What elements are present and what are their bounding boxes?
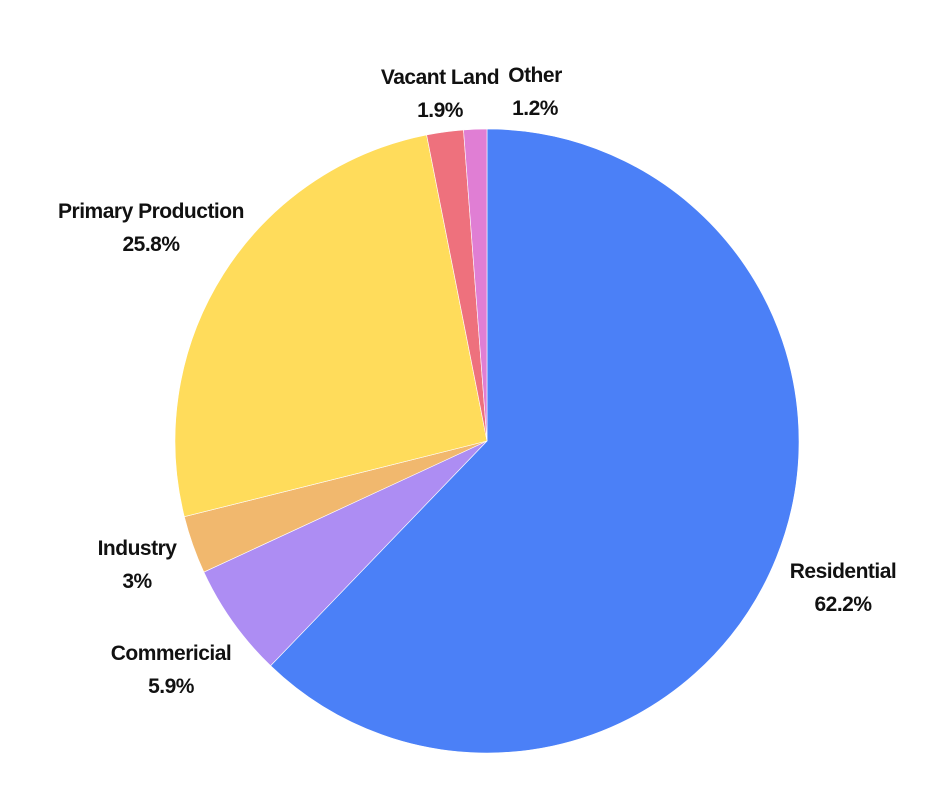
- pie-slice-primary-production: [174, 134, 488, 518]
- slice-value-residential: 62.2%: [814, 593, 872, 616]
- slice-value-other: 1.2%: [512, 97, 559, 120]
- pie-slice-other: [463, 128, 488, 442]
- slice-label-primary-production: Primary Production: [58, 200, 244, 223]
- slice-label-commericial: Commericial: [111, 642, 232, 665]
- slice-label-other: Other: [508, 64, 562, 87]
- slice-value-commericial: 5.9%: [148, 675, 195, 698]
- slice-label-residential: Residential: [790, 560, 897, 583]
- pie-labels: Residential 62.2% Commericial 5.9% Industry 3…: [58, 64, 897, 698]
- slice-label-industry: Industry: [98, 537, 178, 560]
- pie-slices: [174, 128, 800, 754]
- slice-value-vacant-land: 1.9%: [417, 99, 464, 122]
- slice-value-primary-production: 25.8%: [122, 233, 180, 256]
- pie-slice-residential: [270, 128, 800, 754]
- slice-label-vacant-land: Vacant Land: [381, 66, 499, 89]
- slice-value-industry: 3%: [122, 570, 152, 593]
